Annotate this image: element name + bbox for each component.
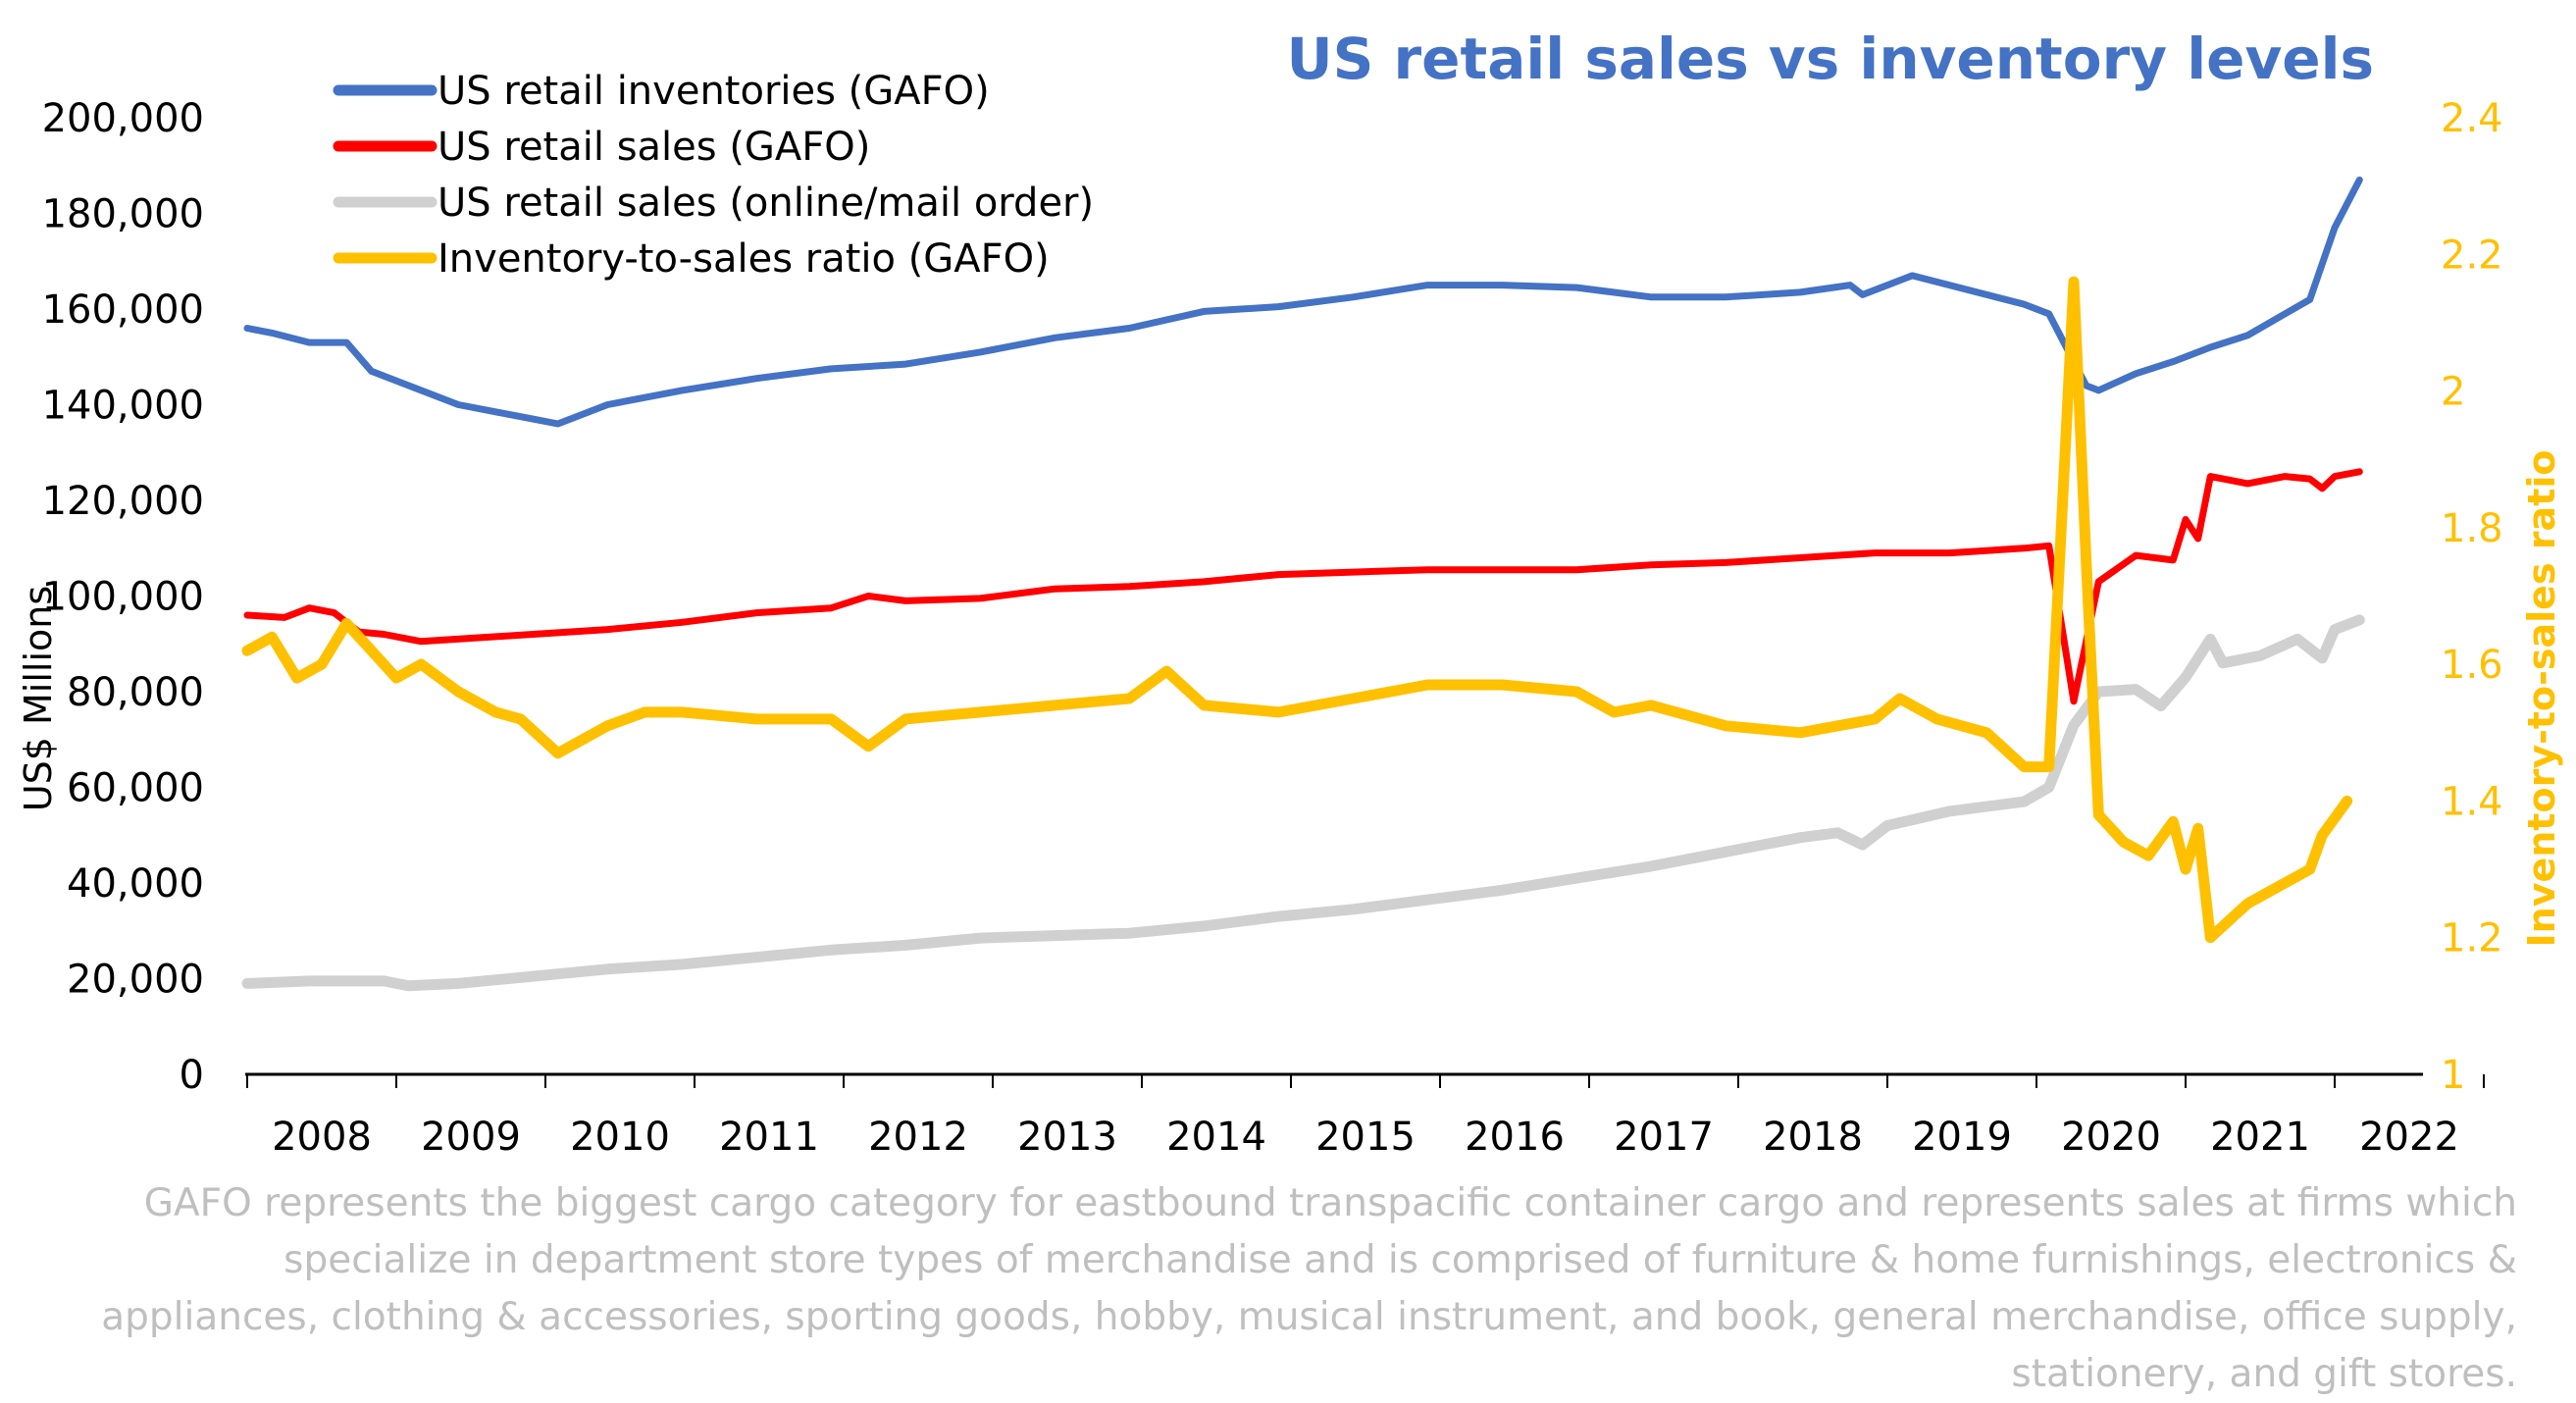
- left-tick-label: 20,000: [67, 958, 204, 1003]
- series-line-1: [243, 176, 2363, 428]
- left-tick-label: 0: [180, 1053, 204, 1098]
- x-tick-label: 2010: [570, 1115, 670, 1160]
- legend-label: Inventory-to-sales ratio (GAFO): [438, 236, 1050, 282]
- right-axis: 1 1.2 1.4 1.6 1.8 2 2.2 2.4: [2441, 96, 2503, 1098]
- left-tick-label: 40,000: [67, 861, 204, 907]
- left-axis: 0 20,000 40,000 60,000 80,000 100,000 120,000 1…: [42, 96, 204, 1098]
- left-tick-label: 180,000: [42, 192, 204, 237]
- legend-label: US retail sales (GAFO): [438, 125, 870, 170]
- left-tick-label: 80,000: [67, 670, 204, 715]
- left-tick-label: 200,000: [42, 96, 204, 141]
- x-tick-label: 2015: [1315, 1115, 1416, 1160]
- right-tick-label: 2.4: [2441, 96, 2503, 141]
- right-tick-label: 2: [2441, 370, 2465, 415]
- left-axis-title: US$ Millions: [17, 586, 60, 811]
- left-tick-label: 120,000: [42, 479, 204, 524]
- legend: US retail inventories (GAFO) US retail sa…: [333, 69, 1094, 282]
- series-line-3: [241, 614, 2365, 992]
- footnote: GAFO represents the biggest cargo catego…: [101, 1181, 2517, 1396]
- legend-label: US retail sales (online/mail order): [438, 181, 1094, 226]
- right-tick-label: 1: [2441, 1053, 2465, 1098]
- x-tick-label: 2013: [1017, 1115, 1117, 1160]
- left-tick-label: 60,000: [67, 766, 204, 811]
- right-axis-title: Inventory-to-sales ratio: [2520, 450, 2563, 948]
- x-tick-label: 2008: [272, 1115, 372, 1160]
- x-tick-label: 2011: [719, 1115, 819, 1160]
- chart-title: US retail sales vs inventory levels: [1287, 26, 2375, 92]
- left-tick-label: 160,000: [42, 287, 204, 333]
- x-tick-label: 2009: [421, 1115, 521, 1160]
- x-tick-label: 2022: [2359, 1115, 2459, 1160]
- series-line-2: [243, 468, 2363, 705]
- chart: US retail sales vs inventory levels 0 20,…: [17, 26, 2563, 1160]
- x-tick-label: 2012: [868, 1115, 968, 1160]
- x-tick-label: 2020: [2061, 1115, 2161, 1160]
- x-axis: 2008 2009 2010 2011 2012 2013 2014 2015 2016 2017…: [245, 1072, 2485, 1160]
- x-tick-label: 2017: [1614, 1115, 1714, 1160]
- x-tick-label: 2018: [1763, 1115, 1863, 1160]
- left-tick-label: 100,000: [42, 575, 204, 620]
- series-layer: [241, 176, 2365, 992]
- right-tick-label: 1.8: [2441, 506, 2503, 551]
- series-line-4: [241, 276, 2353, 944]
- x-tick-label: 2016: [1465, 1115, 1565, 1160]
- x-tick-label: 2019: [1912, 1115, 2012, 1160]
- right-tick-label: 1.2: [2441, 916, 2503, 961]
- right-tick-label: 1.6: [2441, 643, 2503, 688]
- right-tick-label: 1.4: [2441, 779, 2503, 824]
- right-tick-label: 2.2: [2441, 233, 2503, 278]
- x-tick-label: 2021: [2210, 1115, 2310, 1160]
- x-tick-label: 2014: [1166, 1115, 1266, 1160]
- legend-label: US retail inventories (GAFO): [438, 69, 990, 114]
- left-tick-label: 140,000: [42, 384, 204, 429]
